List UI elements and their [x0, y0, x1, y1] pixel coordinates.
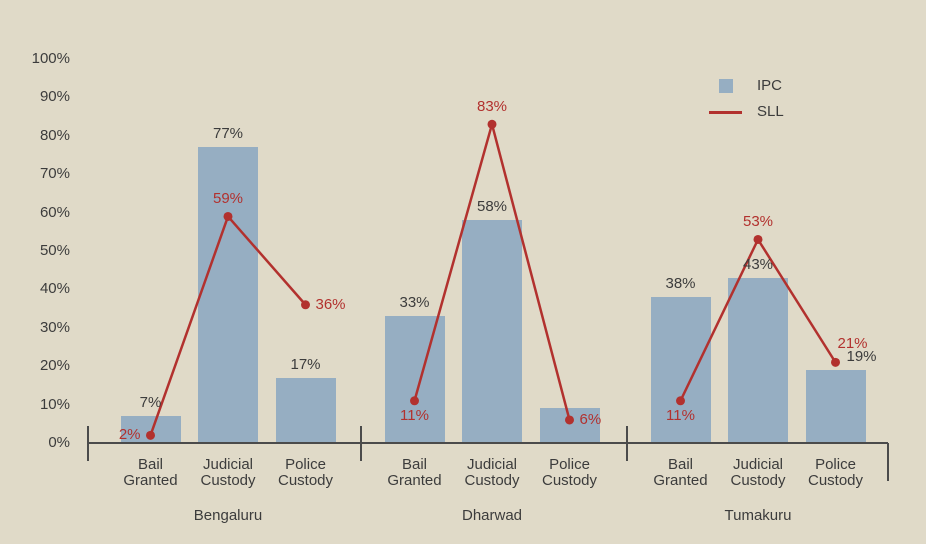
group-label: Tumakuru — [724, 507, 792, 524]
y-axis-tick-label: 10% — [39, 395, 70, 413]
sll-value-label: 21% — [837, 335, 868, 353]
category-label: Judicial Custody — [730, 456, 786, 489]
y-axis-tick-label: 60% — [39, 203, 70, 221]
axis-separator — [87, 426, 89, 461]
ipc-value-label: 58% — [476, 198, 508, 216]
ipc-value-label: 38% — [665, 275, 696, 293]
group-label: Dharwad — [461, 507, 523, 524]
y-axis-tick-label: 80% — [39, 126, 70, 144]
ipc-value-label: 17% — [290, 355, 321, 373]
sll-value-label: 11% — [666, 406, 695, 424]
sll-point — [487, 119, 497, 129]
category-label: Bail Granted — [123, 456, 178, 489]
legend-ipc-label: IPC — [757, 77, 783, 94]
ipc-bar — [462, 220, 522, 443]
sll-value-label: 6% — [579, 410, 602, 428]
x-axis-line — [88, 441, 888, 444]
y-axis-tick-label: 90% — [39, 88, 70, 106]
y-axis-tick-label: 50% — [39, 242, 70, 259]
ipc-bar — [805, 370, 866, 443]
category-label: Police Custody — [807, 456, 864, 489]
ipc-value-label: 33% — [399, 294, 430, 312]
y-axis-tick-label: 100% — [31, 50, 70, 67]
sll-value-label: 36% — [315, 295, 346, 313]
group-label: Bengaluru — [193, 507, 263, 524]
legend-sll-label: SLL — [757, 103, 784, 120]
category-label: Bail Granted — [387, 456, 442, 489]
sll-value-label: 2% — [118, 426, 141, 444]
sll-point — [301, 300, 310, 310]
ipc-value-label: 77% — [212, 125, 244, 143]
sll-value-label: 83% — [476, 98, 508, 116]
y-axis-tick-label: 20% — [39, 357, 70, 375]
sll-value-label: 11% — [400, 406, 429, 424]
ipc-bar — [728, 277, 788, 443]
ipc-bar — [275, 377, 336, 443]
legend-sll-swatch-icon — [709, 110, 742, 114]
y-axis-tick-label: 0% — [48, 434, 70, 451]
legend-entry-sll: SLL — [709, 103, 784, 121]
axis-separator — [626, 426, 628, 461]
legend-entry-ipc: IPC — [719, 77, 782, 95]
y-axis-tick-label: 30% — [39, 318, 70, 336]
category-label: Police Custody — [541, 456, 598, 489]
category-label: Police Custody — [277, 456, 334, 489]
ipc-value-label: 7% — [139, 394, 162, 412]
y-axis-tick-label: 40% — [39, 280, 70, 298]
ipc-value-label: 19% — [846, 348, 877, 366]
axis-separator — [360, 426, 362, 461]
sll-value-label: 59% — [212, 190, 244, 208]
category-label: Judicial Custody — [200, 456, 256, 489]
category-label: Bail Granted — [653, 456, 708, 489]
ipc-value-label: 43% — [742, 255, 774, 273]
category-label: Judicial Custody — [464, 456, 520, 489]
legend-ipc-swatch-icon — [719, 79, 733, 93]
sll-point — [753, 234, 763, 244]
sll-value-label: 53% — [742, 213, 774, 231]
axis-end-tick — [886, 443, 889, 481]
y-axis-tick-label: 70% — [39, 165, 70, 183]
